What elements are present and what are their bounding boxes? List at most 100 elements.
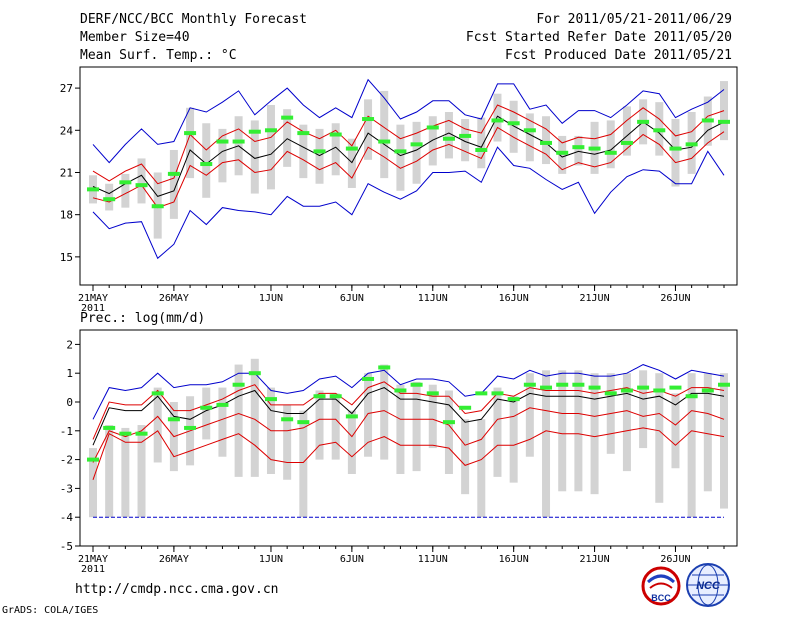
green-marker [135, 431, 148, 436]
green-marker [394, 149, 407, 154]
green-marker [87, 187, 99, 192]
green-marker [200, 405, 213, 410]
green-marker [718, 119, 730, 124]
ensemble-box [542, 116, 551, 165]
green-marker [119, 431, 132, 436]
ensemble-box [137, 158, 146, 204]
ensemble-box [558, 370, 567, 492]
green-marker [151, 391, 164, 396]
green-marker [701, 118, 714, 123]
percentile-upper-line [92, 381, 725, 440]
ensemble-box [509, 396, 518, 483]
green-marker [637, 119, 650, 124]
green-marker [200, 162, 213, 167]
ensemble-mean-line [92, 115, 725, 197]
x-tick-sublabel: 2011 [81, 303, 105, 314]
ensemble-box [574, 135, 583, 166]
green-marker [459, 405, 472, 410]
green-marker [167, 417, 180, 422]
ensemble-box [121, 173, 130, 208]
ensemble-box [558, 135, 567, 174]
green-marker [232, 382, 245, 387]
ensemble-box [574, 370, 583, 492]
ncc-logo-text: NCC [696, 580, 721, 592]
ensemble-box [477, 117, 486, 169]
green-marker [313, 149, 326, 154]
green-marker [523, 128, 536, 133]
y-tick-label: 0 [66, 396, 73, 409]
ensemble-box [461, 119, 470, 162]
green-marker [297, 420, 310, 425]
x-tick-label: 26JUN [660, 554, 690, 565]
plot-frame [79, 329, 738, 547]
green-marker [718, 382, 730, 387]
green-marker [572, 145, 585, 150]
ensemble-box [428, 116, 437, 166]
source-url[interactable]: http://cmdp.ncc.cma.gov.cn [75, 582, 279, 597]
ensemble-box [347, 138, 356, 188]
percentile-lower-line [92, 126, 725, 209]
y-tick-label: 18 [60, 209, 73, 222]
green-marker [491, 391, 504, 396]
ensemble-box [315, 390, 324, 460]
green-marker [329, 394, 342, 399]
x-tick-label: 16JUN [499, 554, 529, 565]
y-tick-label: -4 [60, 511, 74, 524]
green-marker [491, 118, 504, 123]
ensemble-box [364, 373, 373, 457]
envelope-upper-line [92, 78, 725, 164]
ensemble-box [234, 364, 243, 477]
green-marker [394, 388, 407, 393]
ensemble-box [525, 113, 534, 162]
x-tick-label: 21JUN [580, 293, 610, 304]
y-tick-label: 27 [60, 82, 73, 95]
green-marker [264, 128, 277, 133]
ensemble-box [218, 128, 227, 183]
ensemble-box [380, 364, 389, 460]
ensemble-box [169, 149, 178, 219]
ensemble-box [687, 373, 696, 518]
green-marker [620, 140, 633, 145]
green-marker [410, 382, 423, 387]
y-tick-label: -2 [60, 454, 73, 467]
ensemble-box [396, 124, 405, 191]
ensemble-mean-line [92, 387, 725, 446]
x-tick-label: 1JUN [259, 293, 283, 304]
ensemble-box [380, 90, 389, 179]
percentile-lowest-line [92, 427, 725, 480]
green-marker [378, 365, 391, 370]
green-marker [410, 142, 423, 147]
green-marker [313, 394, 326, 399]
ensemble-box [283, 109, 292, 167]
ensemble-box [250, 358, 259, 477]
green-marker [248, 371, 261, 376]
green-marker [103, 425, 116, 430]
x-tick-label: 16JUN [499, 293, 529, 304]
green-marker [685, 394, 698, 399]
ensemble-box [347, 410, 356, 474]
member-size: Member Size=40 [80, 30, 190, 45]
green-marker [87, 457, 99, 462]
green-marker [540, 140, 553, 145]
ensemble-box [266, 104, 275, 190]
green-marker [426, 391, 439, 396]
temp-variable-label: Mean Surf. Temp.: °C [80, 48, 237, 63]
x-tick-label: 11JUN [418, 554, 448, 565]
green-marker [345, 146, 358, 151]
y-tick-label: -1 [60, 425, 73, 438]
ensemble-box [477, 419, 486, 518]
green-marker [297, 131, 310, 136]
green-marker [507, 121, 520, 126]
x-tick-label: 11JUN [418, 293, 448, 304]
ensemble-box [364, 99, 373, 160]
y-tick-label: -3 [60, 482, 73, 495]
x-tick-sublabel: 2011 [81, 564, 105, 575]
ensemble-box [428, 384, 437, 449]
green-marker [329, 132, 342, 137]
ensemble-box [606, 120, 615, 169]
percentile-lower-line [92, 407, 725, 463]
ensemble-box [299, 124, 308, 179]
